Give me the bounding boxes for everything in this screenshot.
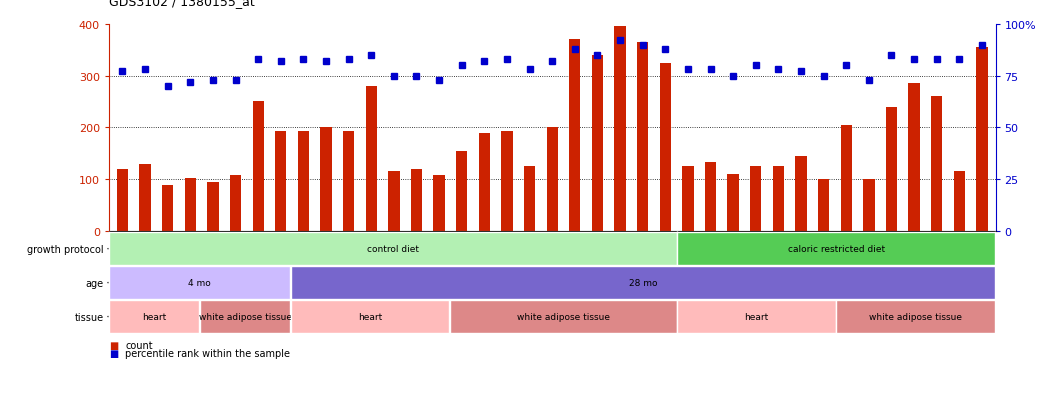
Text: percentile rank within the sample: percentile rank within the sample <box>125 349 290 358</box>
Bar <box>954 172 965 231</box>
Bar <box>298 132 309 231</box>
Text: ■: ■ <box>109 349 118 358</box>
Bar <box>705 163 717 231</box>
Text: heart: heart <box>358 312 383 321</box>
Bar <box>660 64 671 231</box>
Bar <box>456 151 468 231</box>
Bar <box>230 176 242 231</box>
Bar <box>546 128 558 231</box>
Bar <box>682 167 694 231</box>
Bar <box>637 43 648 231</box>
Bar <box>614 27 625 231</box>
Text: 28 mo: 28 mo <box>628 278 657 287</box>
Bar <box>117 169 129 231</box>
Bar <box>863 180 874 231</box>
Bar <box>818 180 830 231</box>
Bar <box>795 157 807 231</box>
Bar <box>908 84 920 231</box>
Bar <box>479 133 491 231</box>
Bar <box>366 87 376 231</box>
Bar <box>773 167 784 231</box>
Text: white adipose tissue: white adipose tissue <box>198 312 291 321</box>
Bar <box>275 132 286 231</box>
Bar <box>388 172 399 231</box>
Text: count: count <box>125 340 153 350</box>
Text: heart: heart <box>142 312 166 321</box>
Bar <box>162 186 173 231</box>
Bar <box>253 102 263 231</box>
Bar <box>185 179 196 231</box>
Bar <box>886 107 897 231</box>
Bar <box>320 128 332 231</box>
Text: caloric restricted diet: caloric restricted diet <box>787 244 885 254</box>
Bar <box>728 174 738 231</box>
Bar <box>433 176 445 231</box>
Bar <box>592 56 604 231</box>
Text: growth protocol: growth protocol <box>27 244 104 254</box>
Text: heart: heart <box>745 312 768 321</box>
Bar <box>750 167 761 231</box>
Text: white adipose tissue: white adipose tissue <box>516 312 610 321</box>
Bar <box>411 169 422 231</box>
Text: white adipose tissue: white adipose tissue <box>869 312 962 321</box>
Bar <box>139 164 150 231</box>
Bar <box>343 132 355 231</box>
Text: 4 mo: 4 mo <box>188 278 211 287</box>
Bar <box>976 48 987 231</box>
Text: tissue: tissue <box>75 312 104 322</box>
Text: ■: ■ <box>109 340 118 350</box>
Bar <box>569 40 581 231</box>
Bar <box>501 132 512 231</box>
Bar <box>207 182 219 231</box>
Text: control diet: control diet <box>367 244 419 254</box>
Bar <box>841 126 851 231</box>
Text: age: age <box>86 278 104 288</box>
Bar <box>931 97 943 231</box>
Bar <box>524 167 535 231</box>
Text: GDS3102 / 1380155_at: GDS3102 / 1380155_at <box>109 0 255 8</box>
